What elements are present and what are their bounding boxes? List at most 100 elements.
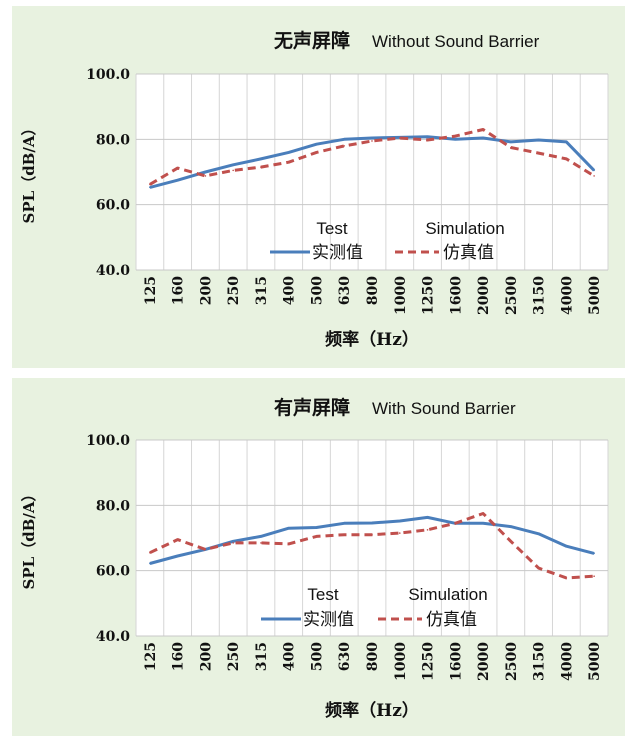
- data-point-test: [287, 527, 290, 529]
- x-tick-label: 250: [226, 642, 242, 671]
- y-tick-label: 40.0: [96, 629, 130, 645]
- legend-simulation-en: Simulation: [408, 585, 487, 604]
- x-tick-label: 500: [309, 276, 325, 305]
- data-point-simulation: [176, 538, 179, 541]
- data-point-simulation: [454, 135, 457, 137]
- data-point-test: [315, 143, 318, 146]
- data-point-test: [315, 526, 318, 529]
- data-point-test: [371, 137, 373, 139]
- x-tick-label: 3150: [532, 276, 548, 315]
- data-point-test: [537, 532, 540, 535]
- data-point-test: [176, 179, 179, 181]
- data-point-test: [260, 535, 262, 538]
- x-tick-label: 200: [198, 276, 214, 305]
- data-point-simulation: [398, 532, 401, 534]
- chart-with-barrier: 有声屏障 With Sound Barrier 40.0 60.0 80.0 100.0 1…: [20, 396, 609, 721]
- x-tick-label: 125: [143, 276, 159, 305]
- data-point-test: [510, 141, 512, 143]
- data-point-simulation: [232, 169, 234, 172]
- data-point-simulation: [287, 543, 290, 545]
- data-point-simulation: [204, 175, 207, 177]
- data-point-simulation: [204, 548, 207, 551]
- data-point-test: [426, 516, 429, 519]
- data-point-simulation: [260, 166, 262, 168]
- data-point-simulation: [371, 140, 373, 142]
- legend-test-en: Test: [307, 585, 338, 604]
- x-tick-label: 630: [337, 642, 353, 671]
- y-tick-label: 100.0: [86, 67, 130, 83]
- x-tick-label: 2000: [476, 276, 492, 315]
- data-point-test: [537, 139, 540, 141]
- data-point-test: [149, 562, 151, 565]
- x-tick-label: 1250: [421, 642, 437, 681]
- legend-test-cn: 实测值: [303, 610, 354, 630]
- x-tick-label: 800: [365, 276, 381, 305]
- data-point-simulation: [343, 145, 346, 147]
- data-point-test: [565, 545, 568, 547]
- x-tick-label: 5000: [587, 642, 603, 681]
- x-tick-label: 400: [282, 276, 298, 305]
- plot-area: [136, 440, 608, 636]
- x-tick-label: 800: [365, 642, 381, 671]
- data-point-test: [593, 169, 595, 172]
- x-tick-label: 315: [254, 642, 270, 671]
- data-point-test: [232, 540, 234, 543]
- plot-area: [136, 74, 608, 270]
- x-tick-label: 1250: [421, 276, 437, 315]
- data-point-simulation: [565, 158, 568, 160]
- data-point-test: [343, 522, 346, 525]
- x-axis-label: 频率（Hz）: [325, 700, 419, 721]
- y-tick-label: 40.0: [96, 263, 130, 279]
- data-point-simulation: [149, 183, 151, 186]
- data-point-test: [371, 522, 373, 524]
- data-point-simulation: [149, 551, 151, 554]
- data-point-simulation: [482, 512, 484, 515]
- y-tick-label: 80.0: [96, 132, 130, 148]
- data-point-simulation: [537, 567, 540, 569]
- chart-title-cn: 有声屏障: [274, 396, 350, 419]
- x-tick-label: 1600: [448, 276, 464, 315]
- legend-simulation-cn: 仿真值: [443, 243, 494, 263]
- x-tick-label: 3150: [532, 642, 548, 681]
- x-tick-label: 1000: [393, 276, 409, 315]
- data-point-simulation: [565, 577, 568, 579]
- data-point-simulation: [426, 139, 429, 141]
- data-point-test: [482, 137, 484, 139]
- data-point-test: [343, 138, 346, 141]
- data-point-test: [510, 525, 512, 528]
- chart-panel-without-barrier: 无声屏障 Without Sound Barrier 40.0 60.0 80.0 100…: [12, 6, 625, 368]
- data-point-test: [287, 151, 290, 154]
- y-tick-label: 60.0: [96, 198, 130, 214]
- x-tick-label: 250: [226, 276, 242, 305]
- data-point-test: [176, 555, 179, 557]
- data-point-simulation: [176, 167, 179, 169]
- data-point-test: [232, 164, 234, 166]
- data-point-simulation: [510, 146, 512, 149]
- x-tick-label: 1000: [393, 642, 409, 681]
- x-tick-label: 160: [171, 642, 187, 671]
- x-tick-label: 500: [309, 642, 325, 671]
- x-tick-label: 4000: [559, 276, 575, 315]
- data-point-simulation: [454, 522, 457, 525]
- data-point-test: [426, 135, 429, 138]
- data-point-simulation: [398, 137, 401, 139]
- x-tick-label: 2500: [504, 276, 520, 315]
- data-point-test: [454, 138, 457, 141]
- x-tick-label: 200: [198, 642, 214, 671]
- x-tick-label: 2000: [476, 642, 492, 681]
- data-point-simulation: [593, 175, 595, 177]
- y-tick-label: 60.0: [96, 564, 130, 580]
- chart-panel-with-barrier: 有声屏障 With Sound Barrier 40.0 60.0 80.0 100.0 1…: [12, 378, 625, 736]
- data-point-simulation: [232, 542, 234, 544]
- chart-title-cn: 无声屏障: [274, 29, 350, 52]
- data-point-simulation: [260, 542, 262, 544]
- data-point-simulation: [426, 529, 429, 531]
- x-tick-label: 315: [254, 276, 270, 305]
- y-tick-label: 100.0: [86, 433, 130, 449]
- data-point-simulation: [343, 533, 346, 536]
- data-point-test: [565, 141, 568, 143]
- data-point-test: [482, 522, 484, 525]
- x-tick-label: 125: [143, 642, 159, 671]
- x-axis-label: 频率（Hz）: [325, 329, 419, 350]
- data-point-test: [149, 186, 151, 189]
